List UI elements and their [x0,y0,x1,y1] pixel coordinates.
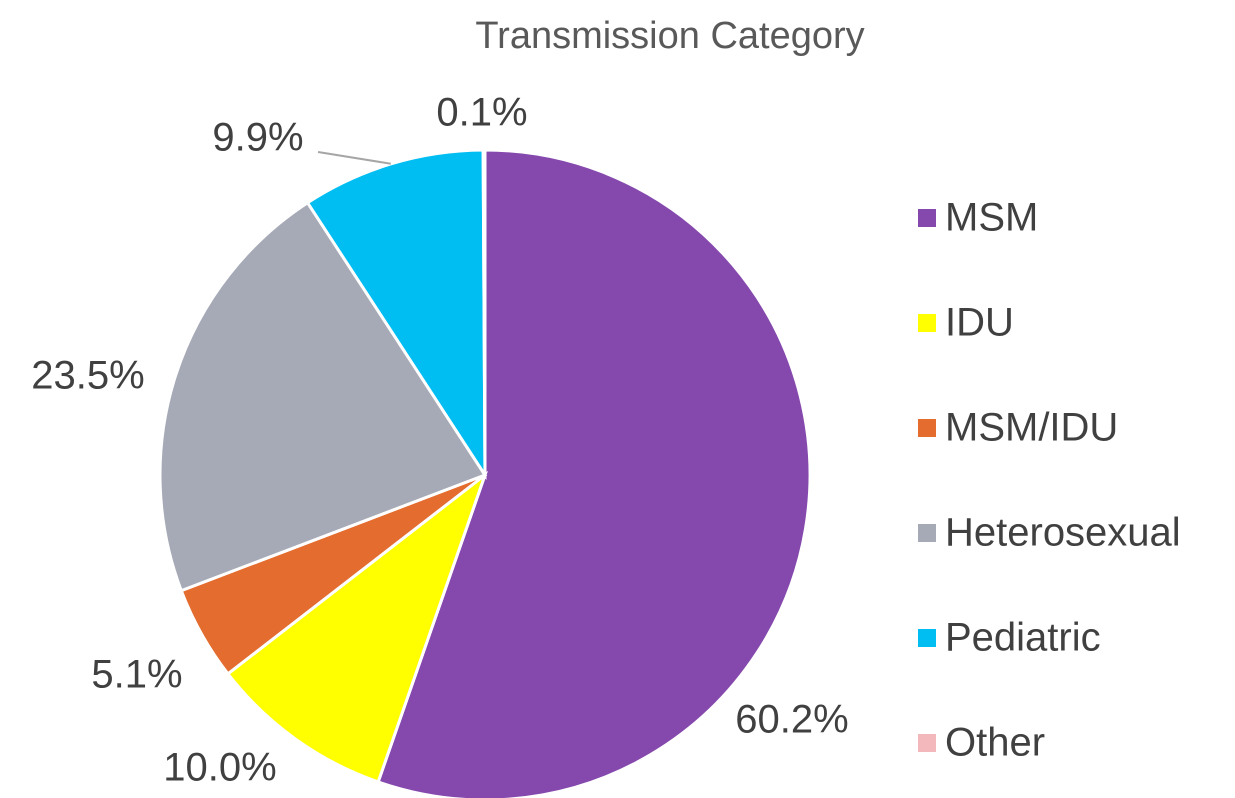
legend-swatch [918,314,936,332]
data-label: 60.2% [735,698,848,742]
pie-slice [158,200,488,593]
pie-slice [481,148,487,476]
legend-label: Other [945,721,1045,765]
legend-label: Heterosexual [945,511,1181,555]
legend-swatch [918,419,936,437]
pie-slice [225,470,489,784]
pie-slice [305,148,487,481]
data-label: 5.1% [91,653,182,697]
legend-swatch [918,734,936,752]
legend-label: IDU [945,301,1014,345]
data-label: 10.0% [163,746,276,790]
legend-label: MSM [945,196,1038,240]
data-label: 0.1% [436,91,527,135]
legend-label: Pediatric [945,616,1101,660]
leader-line [317,151,391,165]
chart-title: Transmission Category [475,15,864,57]
legend-label: MSM/IDU [945,406,1118,450]
legend-swatch [918,209,936,227]
legend-swatch [918,629,936,647]
data-label: 9.9% [212,116,303,160]
data-label: 23.5% [31,354,144,398]
legend-swatch [918,524,936,542]
